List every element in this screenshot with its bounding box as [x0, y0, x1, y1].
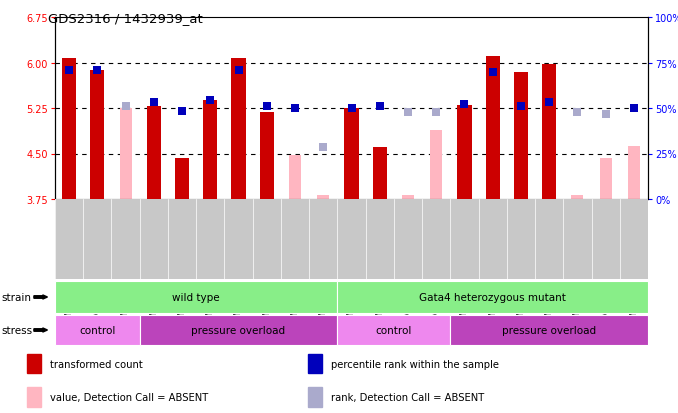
Bar: [572, 195, 583, 199]
Bar: [542, 64, 556, 199]
Bar: [27, 387, 41, 407]
Bar: [140, 315, 338, 345]
Text: percentile rank within the sample: percentile rank within the sample: [331, 359, 499, 369]
Bar: [90, 71, 104, 199]
Bar: [27, 354, 41, 373]
Bar: [599, 158, 612, 199]
Text: stress: stress: [1, 325, 33, 335]
Bar: [338, 281, 648, 313]
Text: pressure overload: pressure overload: [191, 325, 285, 335]
Bar: [458, 106, 471, 199]
Text: transformed count: transformed count: [50, 359, 143, 369]
Text: strain: strain: [1, 292, 31, 302]
Bar: [146, 107, 161, 199]
Bar: [450, 315, 648, 345]
Bar: [231, 59, 245, 199]
Bar: [431, 131, 442, 199]
Bar: [289, 156, 301, 199]
Bar: [628, 146, 640, 199]
Text: Gata4 heterozygous mutant: Gata4 heterozygous mutant: [419, 292, 566, 302]
Bar: [308, 354, 321, 373]
Text: control: control: [376, 325, 412, 335]
Bar: [62, 59, 76, 199]
Text: wild type: wild type: [172, 292, 220, 302]
Bar: [260, 113, 274, 199]
Bar: [175, 159, 189, 199]
Bar: [317, 195, 330, 199]
Bar: [514, 72, 528, 199]
Bar: [308, 387, 321, 407]
Text: pressure overload: pressure overload: [502, 325, 596, 335]
Text: value, Detection Call = ABSENT: value, Detection Call = ABSENT: [50, 392, 208, 402]
Bar: [402, 195, 414, 199]
Bar: [485, 57, 500, 199]
Bar: [203, 101, 218, 199]
Bar: [55, 315, 140, 345]
Bar: [55, 281, 338, 313]
Text: rank, Detection Call = ABSENT: rank, Detection Call = ABSENT: [331, 392, 484, 402]
Text: GDS2316 / 1432939_at: GDS2316 / 1432939_at: [48, 12, 203, 25]
Bar: [344, 109, 359, 199]
Bar: [338, 315, 450, 345]
Bar: [373, 148, 386, 199]
Text: control: control: [79, 325, 115, 335]
Bar: [119, 109, 132, 199]
